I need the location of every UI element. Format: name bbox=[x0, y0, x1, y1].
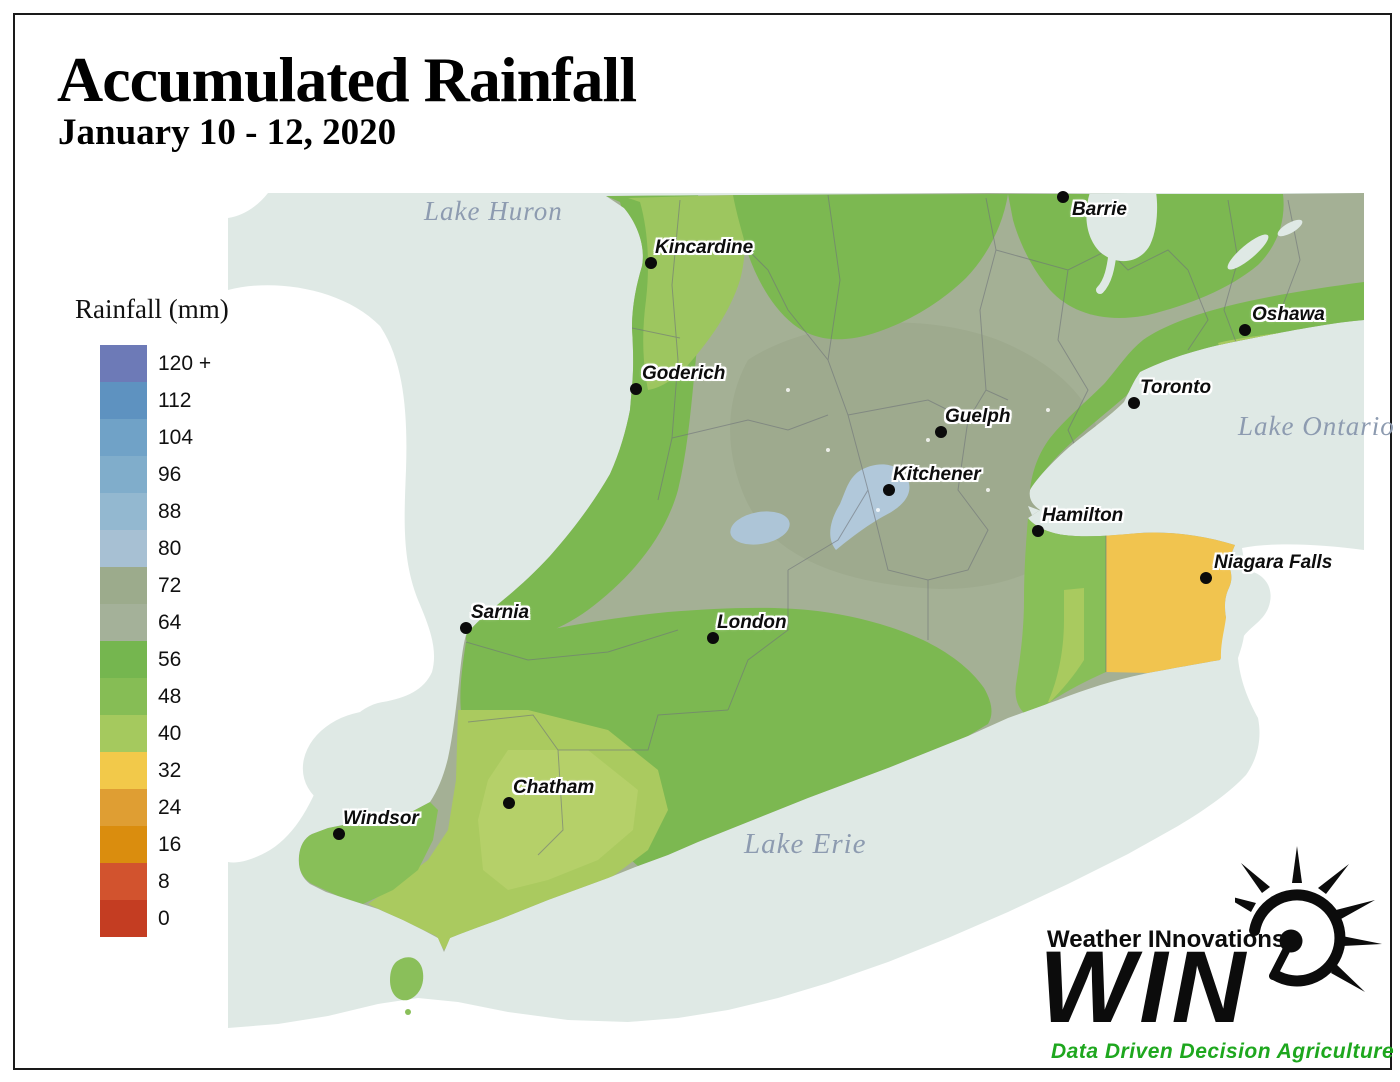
legend-swatch bbox=[100, 604, 147, 641]
city-label: Hamilton bbox=[1042, 505, 1124, 526]
lake-huron-label: Lake Huron bbox=[424, 196, 563, 226]
legend-value: 88 bbox=[158, 499, 182, 523]
city-dot bbox=[1057, 191, 1069, 203]
city-dot bbox=[1200, 572, 1212, 584]
legend-row: 112 bbox=[100, 382, 211, 419]
logo-acronym: WIN bbox=[1039, 930, 1250, 1044]
city-label: Guelph bbox=[945, 406, 1011, 427]
city-dot bbox=[1032, 525, 1044, 537]
lake-st-clair bbox=[302, 710, 430, 814]
legend-value: 48 bbox=[158, 684, 182, 708]
legend-value: 80 bbox=[158, 536, 182, 560]
rainfall-legend: 120 + 112 104 96 88 80 72 64 56 48 40 32… bbox=[100, 345, 211, 937]
legend-swatch bbox=[100, 493, 147, 530]
legend-row: 96 bbox=[100, 456, 211, 493]
city-dot bbox=[333, 828, 345, 840]
city-dot bbox=[630, 383, 642, 395]
legend-swatch bbox=[100, 752, 147, 789]
legend-swatch bbox=[100, 456, 147, 493]
legend-value: 112 bbox=[158, 388, 192, 412]
page-subtitle: January 10 - 12, 2020 bbox=[58, 112, 397, 153]
legend-swatch bbox=[100, 567, 147, 604]
city-dot bbox=[503, 797, 515, 809]
legend-swatch bbox=[100, 900, 147, 937]
legend-swatch bbox=[100, 678, 147, 715]
legend-row: 104 bbox=[100, 419, 211, 456]
legend-swatch bbox=[100, 641, 147, 678]
legend-value: 56 bbox=[158, 647, 182, 671]
city-label: Windsor bbox=[343, 808, 419, 829]
legend-value: 16 bbox=[158, 832, 182, 856]
city-dot bbox=[883, 484, 895, 496]
logo-brand-text: Weather INnovations bbox=[1047, 926, 1286, 953]
legend-value: 96 bbox=[158, 462, 182, 486]
legend-row: 24 bbox=[100, 789, 211, 826]
legend-row: 40 bbox=[100, 715, 211, 752]
city-label: Kincardine bbox=[655, 237, 754, 258]
legend-swatch bbox=[100, 345, 147, 382]
legend-value: 120 + bbox=[158, 351, 212, 375]
city-label: Chatham bbox=[513, 777, 595, 798]
legend-row: 80 bbox=[100, 530, 211, 567]
city-label: Goderich bbox=[642, 363, 726, 384]
city-label: Kitchener bbox=[893, 464, 981, 485]
city-dot bbox=[460, 622, 472, 634]
rainfall-map bbox=[228, 190, 1365, 1038]
legend-row: 88 bbox=[100, 493, 211, 530]
niagara-river bbox=[1220, 569, 1271, 680]
legend-swatch bbox=[100, 419, 147, 456]
legend-swatch bbox=[100, 382, 147, 419]
legend-swatch bbox=[100, 826, 147, 863]
lake-ontario-label: Lake Ontario bbox=[1238, 411, 1395, 441]
map-graphic bbox=[228, 193, 1365, 1038]
michigan-landmass bbox=[228, 285, 435, 863]
page-title: Accumulated Rainfall bbox=[57, 44, 637, 115]
lake-erie-label: Lake Erie bbox=[744, 828, 867, 860]
legend-swatch bbox=[100, 530, 147, 567]
legend-value: 32 bbox=[158, 758, 182, 782]
city-label: Barrie bbox=[1072, 199, 1127, 220]
legend-row: 72 bbox=[100, 567, 211, 604]
legend-swatch bbox=[100, 789, 147, 826]
legend-value: 0 bbox=[158, 906, 170, 930]
logo-tagline: Data Driven Decision Agriculture bbox=[1051, 1040, 1395, 1063]
city-dot bbox=[935, 426, 947, 438]
city-dot bbox=[645, 257, 657, 269]
city-label: Sarnia bbox=[471, 602, 530, 623]
legend-row: 32 bbox=[100, 752, 211, 789]
legend-swatch bbox=[100, 715, 147, 752]
map-corner-white bbox=[228, 193, 268, 218]
lake-simcoe bbox=[1086, 193, 1158, 262]
rainfall-regions bbox=[298, 193, 1364, 950]
win-logo: Weather INnovations WIN Data Driven Deci… bbox=[1035, 846, 1395, 1078]
city-dot bbox=[1128, 397, 1140, 409]
legend-row: 64 bbox=[100, 604, 211, 641]
legend-row: 0 bbox=[100, 900, 211, 937]
sun-icon bbox=[1235, 846, 1382, 992]
city-label: London bbox=[717, 612, 787, 633]
legend-row: 16 bbox=[100, 826, 211, 863]
legend-swatch bbox=[100, 863, 147, 900]
legend-row: 8 bbox=[100, 863, 211, 900]
legend-title: Rainfall (mm) bbox=[75, 294, 229, 324]
city-dot bbox=[707, 632, 719, 644]
legend-value: 72 bbox=[158, 573, 182, 597]
legend-row: 120 + bbox=[100, 345, 211, 382]
legend-row: 56 bbox=[100, 641, 211, 678]
legend-value: 8 bbox=[158, 869, 170, 893]
legend-value: 24 bbox=[158, 795, 182, 819]
city-label: Toronto bbox=[1140, 377, 1212, 398]
city-label: Oshawa bbox=[1252, 304, 1325, 325]
pelee-island bbox=[390, 957, 424, 1001]
city-label: Niagara Falls bbox=[1214, 552, 1333, 573]
newyork-landmass bbox=[228, 544, 1364, 1038]
city-dot bbox=[1239, 324, 1251, 336]
legend-value: 40 bbox=[158, 721, 182, 745]
legend-value: 104 bbox=[158, 425, 194, 449]
legend-row: 48 bbox=[100, 678, 211, 715]
legend-value: 64 bbox=[158, 610, 182, 634]
